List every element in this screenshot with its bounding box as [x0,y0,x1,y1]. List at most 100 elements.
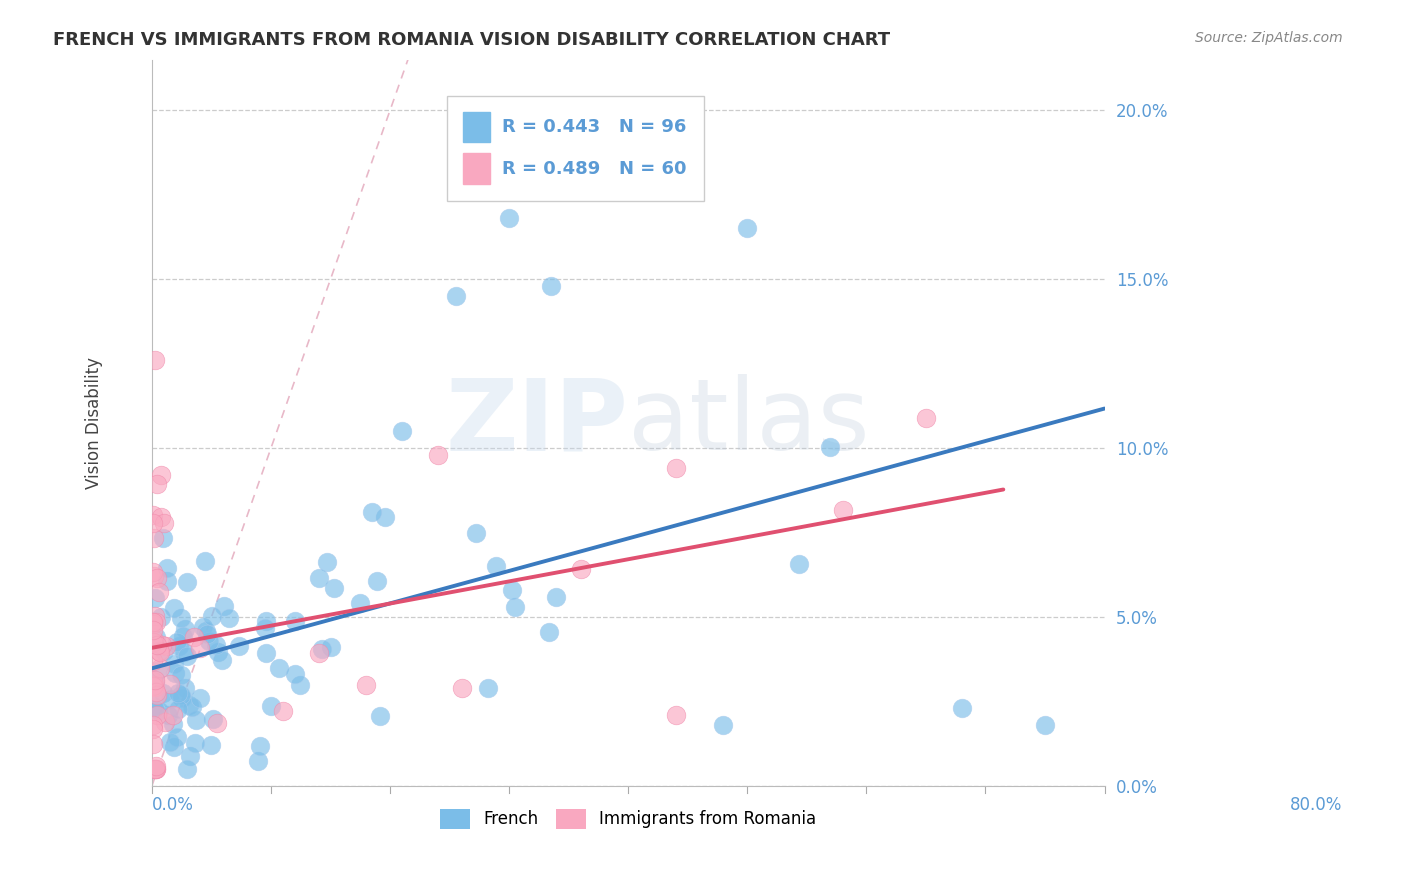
Immigrants from Romania [143,633,166,648]
French [148,704,170,718]
French [145,591,167,605]
Immigrants from Romania [188,640,211,655]
Immigrants from Romania [831,503,853,517]
Immigrants from Romania [146,571,169,585]
French [540,279,562,293]
Text: FRENCH VS IMMIGRANTS FROM ROMANIA VISION DISABILITY CORRELATION CHART: FRENCH VS IMMIGRANTS FROM ROMANIA VISION… [53,31,890,49]
Immigrants from Romania [143,762,166,776]
Text: R = 0.443   N = 96: R = 0.443 N = 96 [502,118,686,136]
French [254,647,277,661]
French [366,574,388,588]
Immigrants from Romania [148,644,170,658]
Immigrants from Romania [149,660,172,674]
French [157,707,180,722]
Immigrants from Romania [145,615,167,629]
French [143,674,166,689]
French [142,762,165,776]
French [259,698,281,713]
French [166,730,188,744]
French [737,221,759,235]
Immigrants from Romania [142,679,165,693]
French [319,640,342,654]
Immigrants from Romania [159,677,181,691]
French [159,692,181,706]
Immigrants from Romania [142,634,165,648]
French [374,510,396,524]
French [200,738,222,752]
French [145,630,167,644]
French [1033,718,1056,732]
Immigrants from Romania [207,716,229,731]
Bar [464,153,491,184]
Immigrants from Romania [145,759,167,773]
French [162,717,184,731]
French [713,718,735,732]
French [485,558,508,573]
French [176,649,198,664]
French [174,681,197,695]
Immigrants from Romania [426,448,449,462]
French [163,601,186,615]
Immigrants from Romania [145,762,167,776]
French [166,635,188,649]
Immigrants from Romania [149,645,172,659]
French [360,505,382,519]
French [172,629,194,643]
French [498,211,520,226]
French [188,690,211,705]
French [169,611,191,625]
Immigrants from Romania [142,762,165,776]
Immigrants from Romania [155,714,177,729]
Y-axis label: Vision Disability: Vision Disability [86,357,103,489]
French [194,553,217,567]
Text: R = 0.489   N = 60: R = 0.489 N = 60 [502,160,686,178]
French [156,560,179,574]
Immigrants from Romania [142,508,165,522]
French [173,645,195,659]
French [156,574,179,588]
Immigrants from Romania [146,688,169,702]
Immigrants from Romania [569,561,592,575]
Immigrants from Romania [152,516,174,530]
FancyBboxPatch shape [447,96,704,202]
French [284,667,307,681]
French [311,641,333,656]
Bar [464,112,491,143]
Immigrants from Romania [145,762,167,776]
French [247,754,270,768]
Immigrants from Romania [450,681,472,696]
Immigrants from Romania [308,646,330,660]
Immigrants from Romania [148,584,170,599]
Immigrants from Romania [145,685,167,699]
French [212,599,235,613]
Legend: French, Immigrants from Romania: French, Immigrants from Romania [434,802,823,836]
Immigrants from Romania [143,678,166,692]
French [538,625,561,640]
Immigrants from Romania [149,510,172,524]
Text: ZIP: ZIP [446,374,628,471]
French [269,661,291,675]
French [195,627,218,641]
French [546,590,568,604]
French [159,734,181,748]
French [197,634,219,648]
Immigrants from Romania [145,353,167,368]
French [176,762,198,776]
French [308,571,330,585]
French [368,709,391,723]
French [253,622,276,636]
French [152,685,174,699]
Immigrants from Romania [142,516,165,531]
French [177,698,200,712]
Immigrants from Romania [142,718,165,732]
French [170,691,193,706]
French [143,702,166,716]
French [787,557,810,571]
Immigrants from Romania [142,674,165,689]
French [167,702,190,716]
French [249,739,271,754]
French [162,740,184,755]
French [228,639,250,653]
French [477,681,499,695]
French [179,749,201,764]
